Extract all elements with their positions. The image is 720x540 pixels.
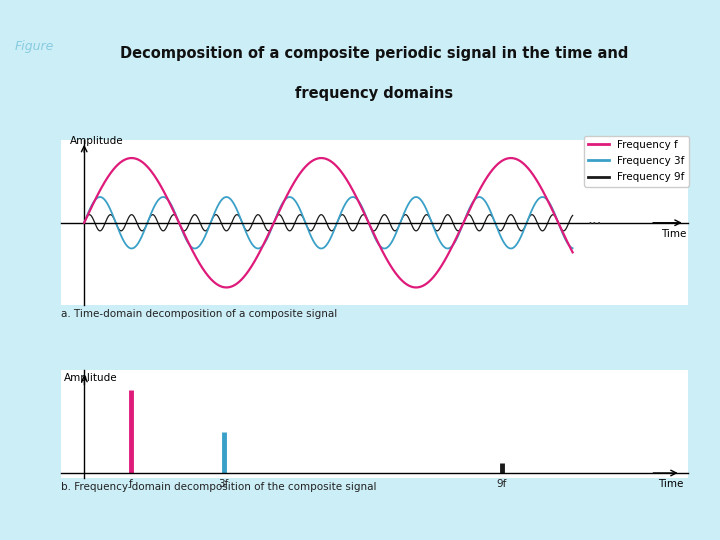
- Text: Figure: Figure: [14, 40, 54, 53]
- Text: a. Time-domain decomposition of a composite signal: a. Time-domain decomposition of a compos…: [61, 309, 338, 319]
- Legend: Frequency f, Frequency 3f, Frequency 9f: Frequency f, Frequency 3f, Frequency 9f: [584, 136, 688, 186]
- Text: ...: ...: [587, 212, 602, 227]
- Text: f: f: [129, 479, 132, 489]
- Text: Amplitude: Amplitude: [63, 373, 117, 383]
- Text: b. Frequency-domain decomposition of the composite signal: b. Frequency-domain decomposition of the…: [61, 482, 377, 492]
- Text: Time: Time: [657, 479, 683, 489]
- Text: Amplitude: Amplitude: [70, 136, 123, 146]
- Text: Decomposition of a composite periodic signal in the time and: Decomposition of a composite periodic si…: [120, 46, 629, 62]
- Text: 9f: 9f: [497, 479, 507, 489]
- Text: Time: Time: [661, 228, 686, 239]
- Text: frequency domains: frequency domains: [295, 86, 454, 102]
- Text: 3f: 3f: [218, 479, 229, 489]
